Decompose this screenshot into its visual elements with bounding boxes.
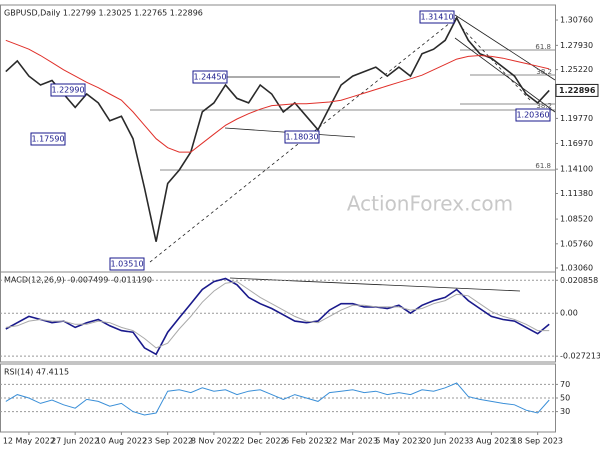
- last-price: 1.22896: [559, 86, 596, 95]
- channel-line: [454, 14, 556, 81]
- series-line: [5, 382, 550, 416]
- panel-title: RSI(14) 47.4115: [4, 368, 69, 377]
- annotation: 1.24450: [193, 73, 226, 82]
- y-tick-label: 0.020858: [560, 276, 598, 285]
- x-tick-label: 8 Nov 2022: [191, 437, 237, 446]
- x-tick-label: 18 Sep 2023: [512, 437, 563, 446]
- y-tick-label: -0.027213: [560, 352, 600, 361]
- fib-label: 61.8: [535, 162, 551, 170]
- x-tick-label: 22 Mar 2023: [327, 437, 378, 446]
- x-tick-label: 22 Dec 2022: [235, 437, 286, 446]
- watermark: ActionForex.com: [347, 192, 513, 216]
- last-price-box: [555, 83, 599, 97]
- y-tick-label: 1.30760: [560, 16, 593, 25]
- y-tick-label: 1.14100: [560, 165, 593, 174]
- series-line: [5, 281, 550, 349]
- x-tick-label: 10 Aug 2022: [96, 437, 147, 446]
- annotation: 1.31410: [420, 13, 453, 22]
- y-tick-label: 50: [560, 394, 570, 403]
- panel-frame: [0, 271, 556, 363]
- annotation: 1.20360: [516, 111, 549, 120]
- y-tick-label: 0.00: [560, 309, 578, 318]
- y-tick-label: 30: [560, 407, 570, 416]
- x-tick-label: 23 Sep 2022: [142, 437, 193, 446]
- x-tick-label: 20 Jun 2023: [421, 437, 469, 446]
- annotation: 1.17590: [31, 135, 64, 144]
- x-tick-label: 27 Jun 2022: [51, 437, 99, 446]
- fib-label: 38.2: [536, 68, 552, 76]
- annotation-box: [515, 108, 551, 122]
- annotation: 1.22990: [51, 86, 84, 95]
- y-tick-label: 1.27930: [560, 41, 593, 50]
- series-line: [5, 16, 550, 242]
- x-tick-label: 6 Feb 2023: [284, 437, 329, 446]
- y-tick-label: 1.19770: [560, 114, 593, 123]
- panel-title: GBPUSD,Daily 1.22799 1.23025 1.22765 1.2…: [4, 9, 203, 18]
- y-tick-label: 1.16970: [560, 139, 593, 148]
- channel-mid: [461, 27, 531, 101]
- annotation: 1.18030: [285, 133, 318, 142]
- x-tick-label: 5 May 2023: [375, 437, 422, 446]
- series-line: [5, 39, 550, 153]
- annotation-box: [419, 10, 455, 24]
- x-tick-label: 3 Aug 2023: [468, 437, 514, 446]
- fib-label: 61.8: [535, 43, 551, 51]
- annotation-box: [50, 83, 86, 97]
- channel-line: [454, 37, 556, 113]
- annotation-box: [284, 130, 320, 144]
- y-tick-label: 1.08520: [560, 215, 593, 224]
- macd-divergence: [229, 277, 521, 292]
- annotation: 1.03510: [110, 260, 143, 269]
- annotation-box: [109, 257, 145, 271]
- x-tick-label: 12 May 2022: [3, 437, 55, 446]
- y-tick-label: 1.05760: [560, 239, 593, 248]
- y-tick-label: 1.25220: [560, 65, 593, 74]
- y-tick-label: 70: [560, 380, 570, 389]
- annotation-box: [192, 70, 228, 84]
- y-tick-label: 1.11380: [560, 189, 593, 198]
- fib-label: 38.2: [536, 102, 552, 110]
- y-tick-label: 1.03060: [560, 263, 593, 272]
- series-line: [5, 277, 550, 356]
- annotation-box: [30, 132, 66, 146]
